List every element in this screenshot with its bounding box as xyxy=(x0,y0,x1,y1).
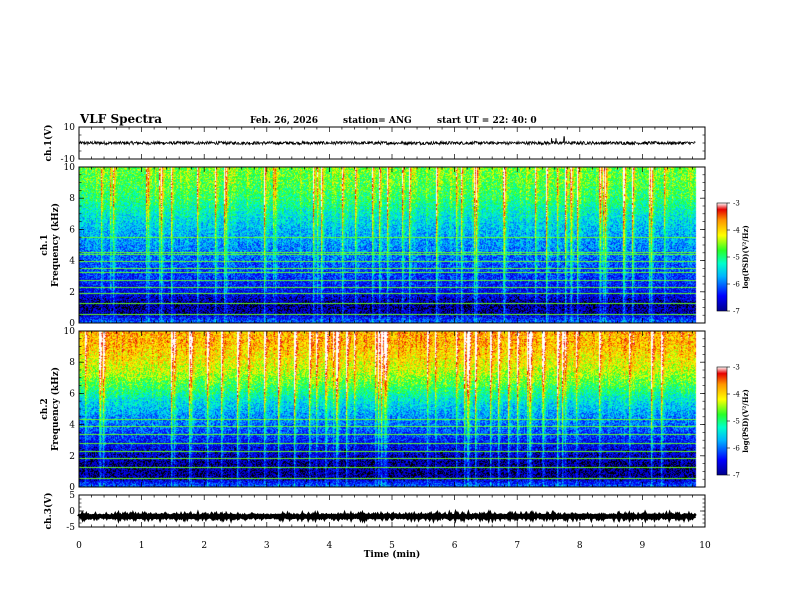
colorbar-tick-label: -5 xyxy=(733,418,740,426)
ch1-voltage-ylabel: ch.1(V) xyxy=(43,125,54,162)
y-tick-label: 10 xyxy=(64,163,76,173)
y-tick-label: 6 xyxy=(69,389,75,399)
y-tick-label: 4 xyxy=(69,421,75,431)
time-axis: 0 1 2 3 4 5 6 7 8 9 10 xyxy=(76,127,711,551)
colorbar-tick-label: -6 xyxy=(733,445,740,453)
y-tick-label: 0 xyxy=(69,319,75,329)
ch1-frequency-ylabel: Frequency (kHz) xyxy=(50,203,61,287)
ch1-colorbar-axis: -3 -4 -5 -6 -7 xyxy=(727,200,740,316)
colorbar-tick-label: -7 xyxy=(733,472,740,480)
y-tick-label: 5 xyxy=(69,491,75,501)
figure-title: VLF Spectra xyxy=(79,112,162,126)
ch2-spectrogram-image xyxy=(79,331,705,487)
colorbar-tick-label: -7 xyxy=(733,308,740,316)
ch2-colorbar xyxy=(716,366,728,476)
time-tick-label: 1 xyxy=(139,541,145,551)
y-tick-label: 0 xyxy=(69,507,75,517)
y-tick-label: 4 xyxy=(69,257,75,267)
ch1-channel-label: ch.1 xyxy=(40,234,50,255)
colorbar-tick-label: -3 xyxy=(733,364,740,372)
colorbar-tick-label: -4 xyxy=(733,227,740,235)
y-tick-label: 10 xyxy=(64,327,76,337)
colorbar-tick-label: -4 xyxy=(733,391,740,399)
station-label: station= ANG xyxy=(343,116,412,126)
time-tick-label: 9 xyxy=(640,541,646,551)
y-tick-label: 10 xyxy=(64,123,76,133)
time-tick-label: 7 xyxy=(514,541,520,551)
colorbar-tick-label: -6 xyxy=(733,281,740,289)
ch2-colorbar-axis: -3 -4 -5 -6 -7 xyxy=(727,364,740,480)
y-tick-label: 0 xyxy=(69,483,75,493)
time-axis-label: Time (min) xyxy=(364,549,421,560)
time-tick-label: 3 xyxy=(264,541,270,551)
time-tick-label: 2 xyxy=(201,541,207,551)
ch2-frequency-ylabel: Frequency (kHz) xyxy=(50,367,61,451)
y-tick-label: -5 xyxy=(66,523,75,533)
time-tick-label: 0 xyxy=(76,541,82,551)
time-tick-label: 5 xyxy=(389,541,395,551)
ch1-colorbar-label: log(PSD)(V²/Hz) xyxy=(741,225,750,289)
ch3-voltage-panel: 5 0 -5 ch.3(V) xyxy=(43,491,706,533)
ch1-spectrogram-image xyxy=(79,167,705,323)
date-label: Feb. 26, 2026 xyxy=(250,116,318,126)
ch3-voltage-trace xyxy=(77,508,697,524)
colorbar-tick-label: -5 xyxy=(733,254,740,262)
ch3-voltage-ylabel: ch.3(V) xyxy=(43,493,54,530)
time-tick-label: 4 xyxy=(327,541,333,551)
y-tick-label: 6 xyxy=(69,225,75,235)
ch1-voltage-panel: 10 -10 ch.1(V) xyxy=(43,123,706,165)
time-tick-label: 6 xyxy=(452,541,458,551)
y-tick-label: 8 xyxy=(69,194,75,204)
start-time-label: start UT = 22: 40: 0 xyxy=(437,116,537,126)
ch1-colorbar xyxy=(716,202,728,312)
y-tick-label: -10 xyxy=(61,155,76,165)
ch1-voltage-axis: 10 -10 xyxy=(61,123,705,165)
time-tick-label: 10 xyxy=(699,541,711,551)
y-tick-label: 2 xyxy=(69,288,75,298)
time-tick-label: 8 xyxy=(577,541,583,551)
ch1-spectrogram-axis: 0 2 4 6 8 10 xyxy=(64,163,705,329)
y-tick-label: 8 xyxy=(69,358,75,368)
ch3-voltage-axis: 5 0 -5 xyxy=(66,491,705,533)
ch2-channel-label: ch.2 xyxy=(40,398,50,419)
ch2-spectrogram-axis: 0 2 4 6 8 10 xyxy=(64,327,705,493)
ch1-voltage-trace xyxy=(78,136,696,147)
ch2-colorbar-label: log(PSD)(V²/Hz) xyxy=(741,389,750,453)
y-tick-label: 2 xyxy=(69,452,75,462)
colorbar-tick-label: -3 xyxy=(733,200,740,208)
